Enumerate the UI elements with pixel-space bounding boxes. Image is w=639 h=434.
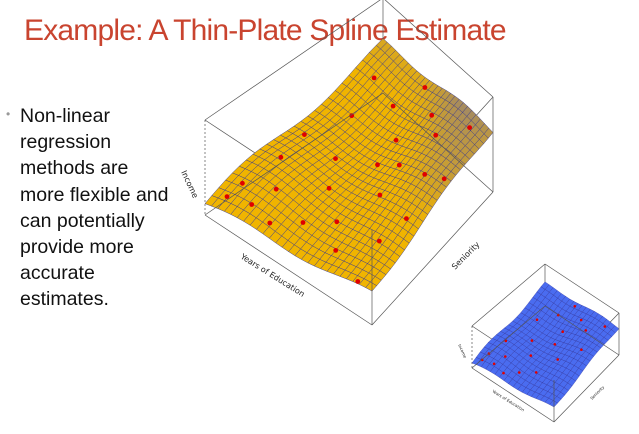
main-data-point xyxy=(240,180,245,186)
main-data-point xyxy=(278,154,284,160)
inset-data-point xyxy=(502,371,505,375)
main-data-point xyxy=(404,216,409,222)
main-data-points xyxy=(224,75,472,284)
main-data-point xyxy=(441,176,447,182)
main-data-point xyxy=(467,125,472,130)
inset-box-edge xyxy=(471,367,555,423)
main-data-point xyxy=(377,192,383,198)
main-data-point xyxy=(429,112,435,118)
main-data-point xyxy=(371,75,377,81)
main-data-point xyxy=(249,202,255,207)
inset-data-point xyxy=(573,305,577,308)
main-data-point xyxy=(376,238,382,244)
inset-data-point xyxy=(553,343,557,346)
main-data-point xyxy=(333,156,338,162)
main-data-point xyxy=(302,132,307,138)
inset-data-point xyxy=(492,362,496,366)
main-data-point xyxy=(300,220,306,225)
inset-data-point xyxy=(584,329,588,332)
inset-data-point xyxy=(603,325,607,328)
main-data-point xyxy=(422,172,428,177)
main-data-point xyxy=(422,85,428,90)
inset-data-point xyxy=(480,358,484,362)
main-box-edge xyxy=(204,92,384,216)
bullet-marker: • xyxy=(6,107,11,121)
inset-box-edge xyxy=(553,354,620,423)
inset-data-points xyxy=(480,305,607,375)
inset-data-point xyxy=(534,371,538,374)
main-data-point xyxy=(349,113,355,119)
main-data-point xyxy=(326,185,332,191)
main-plot-box-front xyxy=(204,92,494,326)
main-box-edge xyxy=(371,191,494,326)
main-data-point xyxy=(267,220,273,226)
main-box-edge xyxy=(384,0,494,98)
main-surface-facet xyxy=(204,195,219,207)
main-box-edge xyxy=(382,92,494,193)
main-data-point xyxy=(396,162,402,168)
inset-box-edge xyxy=(544,305,620,356)
slide-title: Example: A Thin-Plate Spline Estimate xyxy=(24,14,507,47)
main-data-point xyxy=(334,219,340,225)
main-data-point xyxy=(390,103,396,109)
inset-data-point xyxy=(535,318,539,322)
inset-z-axis-label: Income xyxy=(457,343,468,359)
inset-box-edge xyxy=(471,305,546,369)
bullet-text: Non-linear regression methods are more f… xyxy=(20,105,169,311)
inset-data-point xyxy=(530,339,534,342)
inset-data-point xyxy=(529,354,533,357)
main-data-point xyxy=(393,137,399,143)
main-data-point xyxy=(333,248,339,253)
inset-data-point xyxy=(504,355,507,358)
main-data-point xyxy=(375,162,380,168)
inset-box-edge xyxy=(544,263,620,314)
inset-spline-surface xyxy=(471,281,620,408)
main-data-point xyxy=(355,279,361,284)
inset-y-axis-label: Seniority xyxy=(589,384,606,401)
main-data-point xyxy=(433,132,439,138)
inset-data-point xyxy=(579,318,583,322)
main-box-edge xyxy=(204,0,381,121)
inset-surface-facet xyxy=(471,357,481,365)
inset-data-point xyxy=(561,330,564,334)
inset-data-point xyxy=(580,348,583,352)
main-data-point xyxy=(273,186,279,192)
main-spline-surface xyxy=(204,38,494,292)
inset-plot-box-front xyxy=(471,305,620,423)
main-box-edge xyxy=(204,214,373,326)
inset-data-point xyxy=(518,371,521,374)
main-data-point xyxy=(224,194,230,200)
inset-data-point xyxy=(556,358,559,361)
inset-box-edge xyxy=(471,263,546,327)
